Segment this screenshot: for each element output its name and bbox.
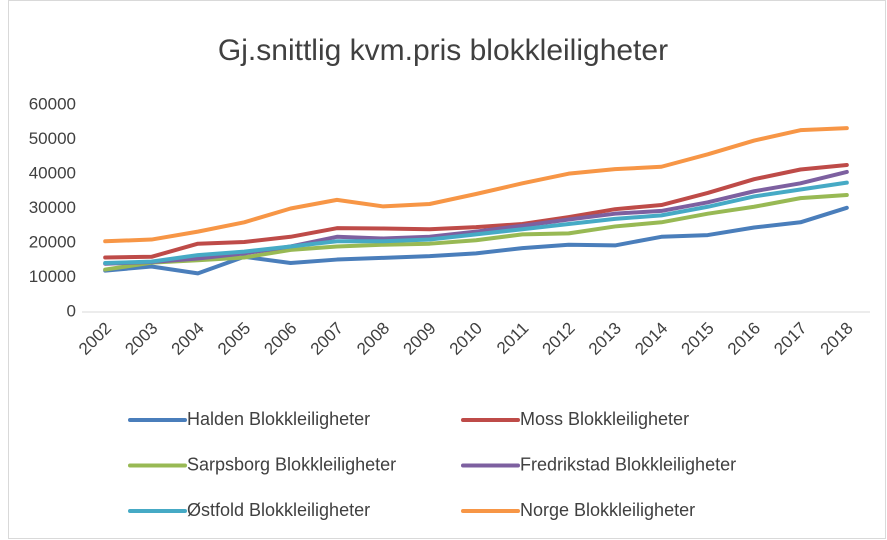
y-tick-label: 50000 [29,129,76,148]
y-tick-label: 40000 [29,163,76,182]
y-tick-label: 60000 [29,94,76,113]
series-line [103,193,849,272]
y-tick-label: 0 [67,301,76,320]
legend-label: Østfold Blokkleiligheter [187,500,370,520]
series-line [103,180,849,266]
legend-label: Norge Blokkleiligheter [520,500,695,520]
series-line [103,163,849,260]
y-tick-label: 20000 [29,232,76,251]
legend-label: Fredrikstad Blokkleiligheter [520,454,736,474]
legend-label: Moss Blokkleiligheter [520,409,689,429]
chart-title: Gj.snittlig kvm.pris blokkleiligheter [218,34,668,67]
chart-frame [8,0,886,539]
y-tick-label: 10000 [29,267,76,286]
series-line [103,169,849,266]
legend-label: Sarpsborg Blokkleiligheter [187,454,396,474]
y-tick-label: 30000 [29,198,76,217]
legend-label: Halden Blokkleiligheter [187,409,370,429]
series-line [103,126,849,244]
series-line [103,205,849,276]
